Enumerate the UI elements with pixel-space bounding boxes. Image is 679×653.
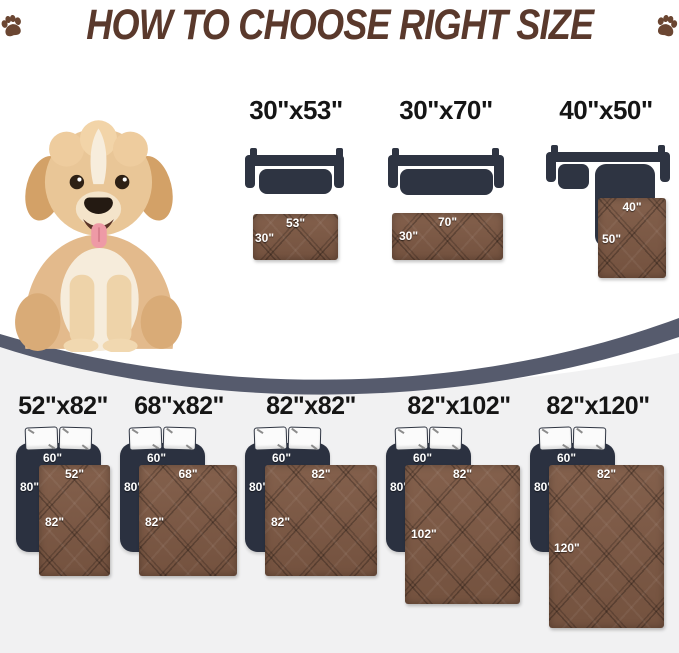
bed-width-label: 60" (557, 451, 577, 465)
blanket-width-label: 82" (311, 467, 331, 481)
bed-size-header: 68"x82" (134, 392, 224, 420)
pillow-icon (128, 426, 163, 451)
sofa-foot (658, 145, 665, 155)
pillow-icon (24, 426, 59, 451)
blanket-height-label: 102" (411, 527, 437, 541)
sofa-arm-left (388, 155, 398, 188)
paw-icon (0, 5, 27, 44)
sofa-arm-right (334, 155, 344, 188)
bed-width-label: 60" (43, 451, 63, 465)
blanket-width-label: 68" (178, 467, 198, 481)
sofa-arm-right (494, 155, 504, 188)
sofa-foot (492, 148, 499, 158)
bed-height-label: 80" (20, 480, 40, 494)
blanket-68x82: 68" 82" (139, 465, 237, 576)
blanket-height-label: 82" (271, 515, 291, 529)
blanket-40x50: 40" 50" (598, 198, 666, 278)
blanket-height-label: 30" (399, 229, 419, 243)
sofa-foot (250, 148, 257, 158)
pillow-icon (538, 426, 573, 451)
blanket-width-label: 70" (437, 215, 458, 229)
blanket-52x82: 52" 82" (39, 465, 110, 576)
blanket-width-label: 53" (285, 216, 306, 230)
sofa-foot (336, 148, 343, 158)
blanket-82x120: 82" 120" (549, 465, 664, 628)
title-bar: HOW TO CHOOSE RIGHT SIZE (0, 2, 679, 48)
dog-photo (15, 120, 182, 352)
bed-height-label: 80" (124, 480, 144, 494)
blanket-30x53: 53" 30" (253, 214, 338, 260)
sofa-size-header: 30"x70" (399, 95, 493, 125)
sofa-seat (400, 169, 493, 195)
bed-width-label: 60" (413, 451, 433, 465)
pillow-icon (572, 426, 607, 451)
bed-size-header: 82"x120" (546, 392, 650, 420)
blanket-82x102: 82" 102" (405, 465, 520, 604)
bed-size-header: 82"x82" (266, 392, 356, 420)
sofa-foot (392, 148, 399, 158)
blanket-82x82: 82" 82" (265, 465, 377, 576)
bed-height-label: 80" (390, 480, 410, 494)
blanket-height-label: 82" (145, 515, 165, 529)
blanket-height-label: 50" (602, 232, 622, 246)
pillow-icon (253, 426, 288, 451)
blanket-30x70: 70" 30" (392, 213, 503, 260)
sofa-arm-left (546, 152, 556, 182)
pillow-icon (287, 426, 322, 451)
bed-size-header: 82"x102" (407, 392, 511, 420)
sofa-back (245, 155, 344, 166)
bed-width-label: 60" (272, 451, 292, 465)
sofa-cushion (558, 164, 589, 189)
sofa-size-header: 40"x50" (559, 95, 653, 125)
sofa-size-header: 30"x53" (249, 95, 343, 125)
sofa-seat (259, 169, 332, 194)
sofa-arm-left (245, 155, 255, 188)
sofa-back (388, 155, 504, 166)
pillow-icon (162, 426, 197, 451)
pillow-icon (58, 426, 93, 451)
sofa-foot (551, 145, 558, 155)
blanket-width-label: 82" (452, 467, 473, 481)
blanket-height-label: 82" (45, 515, 65, 529)
bed-width-label: 60" (147, 451, 167, 465)
blanket-height-label: 30" (255, 231, 275, 245)
bed-size-header: 52"x82" (18, 392, 108, 420)
page-title: HOW TO CHOOSE RIGHT SIZE (86, 1, 594, 49)
blanket-height-label: 120" (554, 541, 580, 555)
paw-icon (652, 5, 679, 44)
pillow-icon (394, 426, 429, 451)
bed-height-label: 80" (534, 480, 554, 494)
blanket-width-label: 40" (622, 200, 642, 214)
blanket-width-label: 52" (64, 467, 85, 481)
bed-height-label: 80" (249, 480, 269, 494)
blanket-width-label: 82" (596, 467, 617, 481)
pillow-icon (428, 426, 463, 451)
sofa-back (546, 152, 670, 162)
sofa-arm-right (660, 152, 670, 182)
